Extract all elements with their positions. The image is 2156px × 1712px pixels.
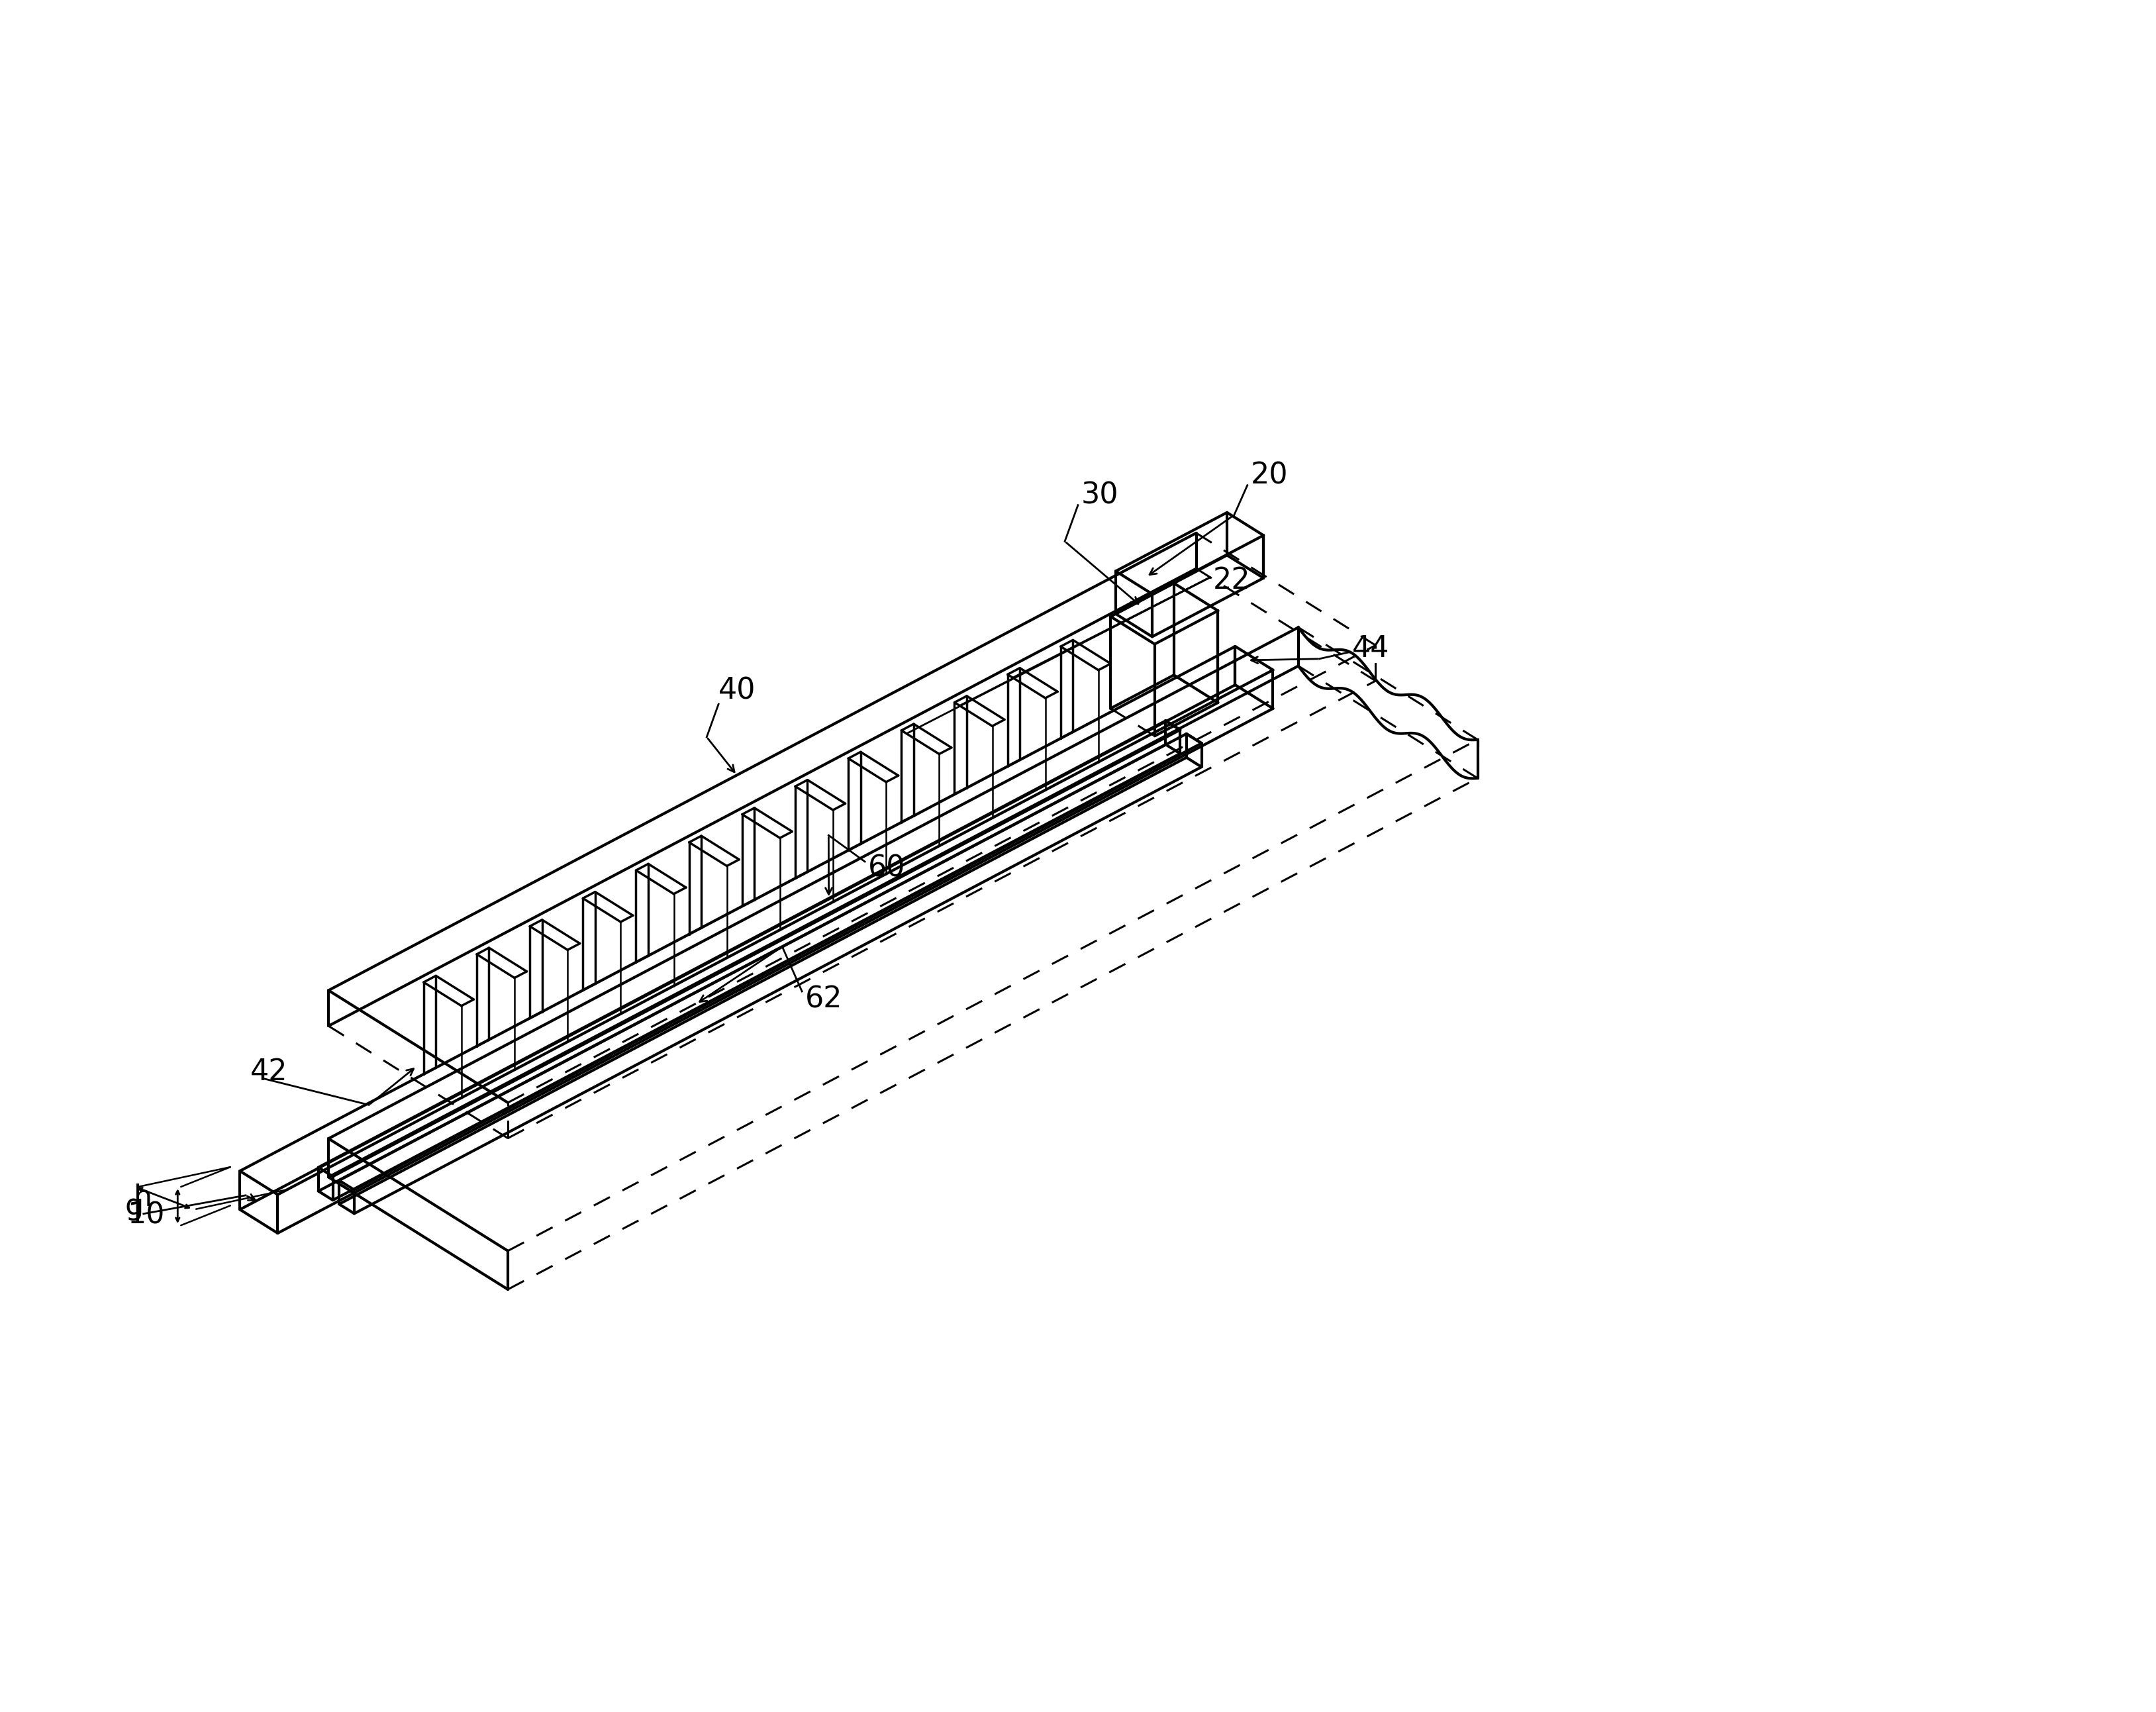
Text: 44: 44 (1352, 635, 1391, 663)
Text: 42: 42 (250, 1058, 289, 1085)
Text: g: g (125, 1192, 144, 1221)
Text: 60: 60 (869, 854, 906, 882)
Text: 22: 22 (1214, 567, 1250, 596)
Text: 30: 30 (1082, 481, 1119, 510)
Text: h: h (134, 1183, 153, 1212)
Text: 62: 62 (806, 984, 843, 1014)
Text: 20: 20 (1250, 461, 1287, 490)
Text: 40: 40 (718, 676, 757, 705)
Text: 10: 10 (127, 1200, 164, 1229)
